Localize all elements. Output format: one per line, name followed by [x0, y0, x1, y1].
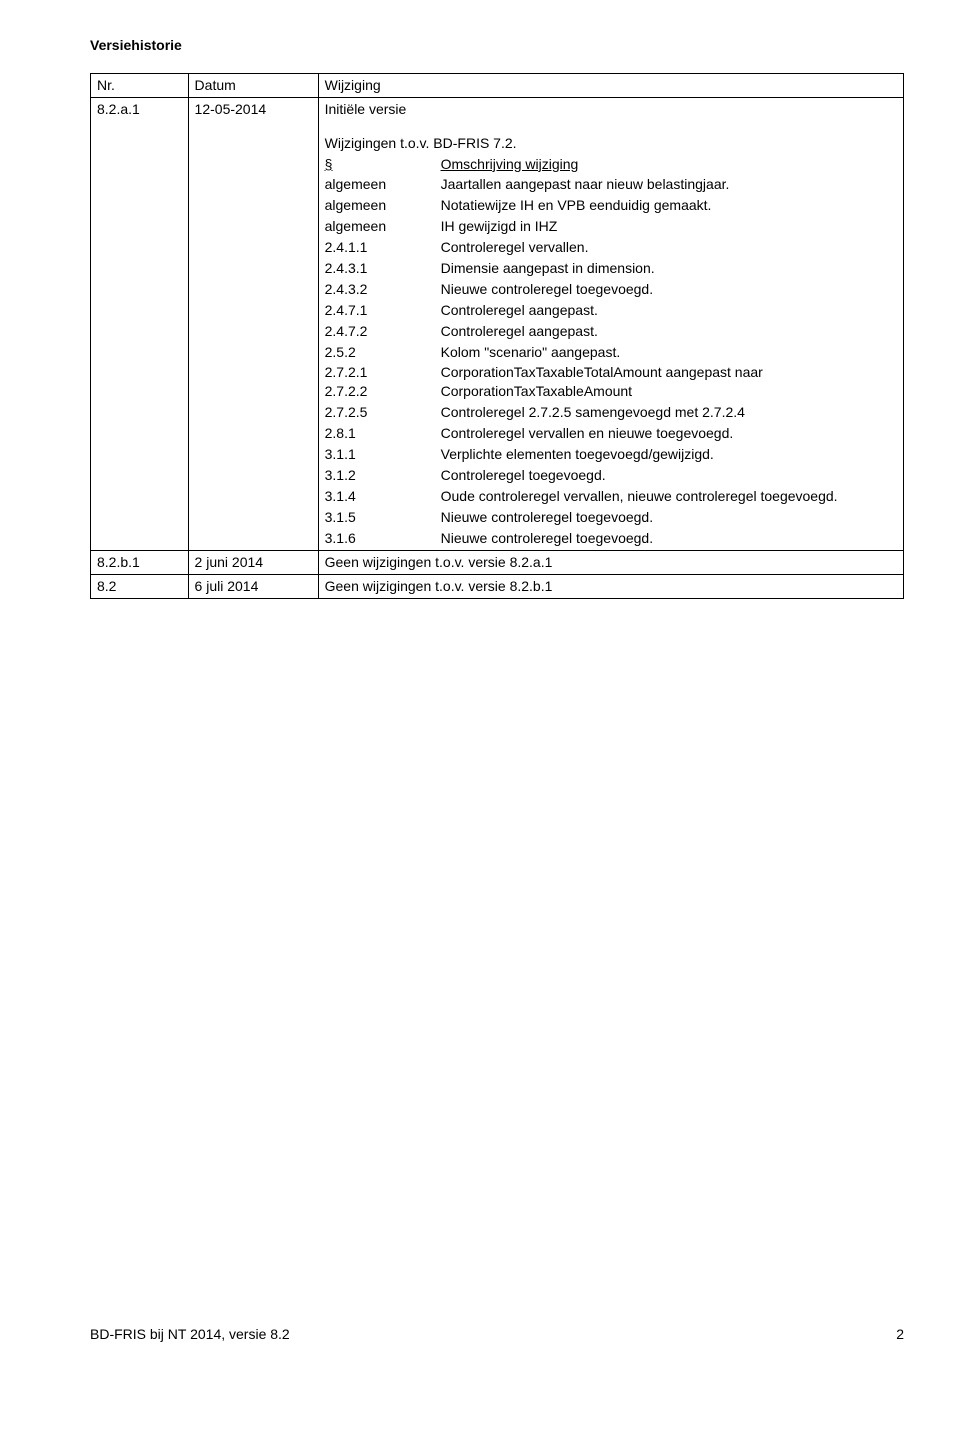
- details-key: 3.1.6: [325, 528, 441, 549]
- cell-datum: 6 juli 2014: [188, 575, 318, 599]
- cell-nr: 8.2.a.1: [91, 97, 189, 551]
- details-row: 2.4.3.2Nieuwe controleregel toegevoegd.: [325, 279, 897, 300]
- details-val: Oude controleregel vervallen, nieuwe con…: [441, 486, 897, 507]
- details-val: Nieuwe controleregel toegevoegd.: [441, 279, 897, 300]
- details-key: algemeen: [325, 174, 441, 195]
- column-header-datum: Datum: [188, 73, 318, 97]
- footer-page-number: 2: [896, 1325, 904, 1344]
- details-row: 2.7.2.5Controleregel 2.7.2.5 samengevoeg…: [325, 402, 897, 423]
- column-header-nr: Nr.: [91, 73, 189, 97]
- details-header-row: §Omschrijving wijziging: [325, 154, 897, 175]
- details-row: algemeenNotatiewijze IH en VPB eenduidig…: [325, 195, 897, 216]
- details-val: Notatiewijze IH en VPB eenduidig gemaakt…: [441, 195, 897, 216]
- details-val: Jaartallen aangepast naar nieuw belastin…: [441, 174, 897, 195]
- details-row: 3.1.1Verplichte elementen toegevoegd/gew…: [325, 444, 897, 465]
- details-val: IH gewijzigd in IHZ: [441, 216, 897, 237]
- details-row: 2.4.3.1Dimensie aangepast in dimension.: [325, 258, 897, 279]
- details-val: Controleregel toegevoegd.: [441, 465, 897, 486]
- footer-left-text: BD-FRIS bij NT 2014, versie 8.2: [90, 1326, 290, 1342]
- details-val: Nieuwe controleregel toegevoegd.: [441, 507, 897, 528]
- details-table: algemeenJaartallen aangepast naar nieuw …: [325, 174, 897, 548]
- details-key: 2.4.1.1: [325, 237, 441, 258]
- details-row: 2.8.1Controleregel vervallen en nieuwe t…: [325, 423, 897, 444]
- details-row: algemeenIH gewijzigd in IHZ: [325, 216, 897, 237]
- details-key: 3.1.5: [325, 507, 441, 528]
- cell-wijziging: Initiële versie Wijzigingen t.o.v. BD-FRI…: [318, 97, 903, 551]
- details-key: 3.1.2: [325, 465, 441, 486]
- cell-nr: 8.2.b.1: [91, 551, 189, 575]
- table-header-row: Nr. Datum Wijziging: [91, 73, 904, 97]
- wijziging-subtitle: Wijzigingen t.o.v. BD-FRIS 7.2.: [325, 133, 897, 154]
- details-row: 3.1.5Nieuwe controleregel toegevoegd.: [325, 507, 897, 528]
- details-row: 3.1.2Controleregel toegevoegd.: [325, 465, 897, 486]
- details-val: Kolom "scenario" aangepast.: [441, 342, 897, 363]
- details-key: 2.4.7.2: [325, 321, 441, 342]
- details-key: algemeen: [325, 195, 441, 216]
- table-row: 8.26 juli 2014Geen wijzigingen t.o.v. ve…: [91, 575, 904, 599]
- details-row: 2.4.1.1Controleregel vervallen.: [325, 237, 897, 258]
- details-row: 2.4.7.1Controleregel aangepast.: [325, 300, 897, 321]
- details-val: Controleregel 2.7.2.5 samengevoegd met 2…: [441, 402, 897, 423]
- cell-datum: 12-05-2014: [188, 97, 318, 551]
- details-key: 2.5.2: [325, 342, 441, 363]
- details-val: Controleregel vervallen.: [441, 237, 897, 258]
- details-row: algemeenJaartallen aangepast naar nieuw …: [325, 174, 897, 195]
- details-key: 3.1.1: [325, 444, 441, 465]
- details-key: algemeen: [325, 216, 441, 237]
- details-val: Controleregel aangepast.: [441, 321, 897, 342]
- cell-wijziging: Geen wijzigingen t.o.v. versie 8.2.a.1: [318, 551, 903, 575]
- details-row: 2.7.2.1 2.7.2.2CorporationTaxTaxableTota…: [325, 362, 897, 402]
- details-row: 3.1.4Oude controleregel vervallen, nieuw…: [325, 486, 897, 507]
- details-val: Controleregel aangepast.: [441, 300, 897, 321]
- cell-datum: 2 juni 2014: [188, 551, 318, 575]
- details-row: 3.1.6Nieuwe controleregel toegevoegd.: [325, 528, 897, 549]
- details-val: Nieuwe controleregel toegevoegd.: [441, 528, 897, 549]
- table-row: 8.2.a.112-05-2014 Initiële versie Wijzigin…: [91, 97, 904, 551]
- table-row: 8.2.b.12 juni 2014Geen wijzigingen t.o.v…: [91, 551, 904, 575]
- details-row: 2.5.2Kolom "scenario" aangepast.: [325, 342, 897, 363]
- details-key: 2.7.2.1 2.7.2.2: [325, 362, 441, 402]
- details-key: 2.4.7.1: [325, 300, 441, 321]
- details-key: 2.4.3.1: [325, 258, 441, 279]
- version-history-table: Nr. Datum Wijziging 8.2.a.112-05-2014Ini…: [90, 73, 904, 599]
- details-key: 2.7.2.5: [325, 402, 441, 423]
- details-key: 2.4.3.2: [325, 279, 441, 300]
- page-title: Versiehistorie: [90, 36, 904, 55]
- details-header-key: §: [325, 154, 441, 175]
- details-val: Controleregel vervallen en nieuwe toegev…: [441, 423, 897, 444]
- details-val: Dimensie aangepast in dimension.: [441, 258, 897, 279]
- details-header-val: Omschrijving wijziging: [441, 154, 897, 175]
- details-val: Verplichte elementen toegevoegd/gewijzig…: [441, 444, 897, 465]
- cell-nr: 8.2: [91, 575, 189, 599]
- cell-wijziging: Geen wijzigingen t.o.v. versie 8.2.b.1: [318, 575, 903, 599]
- column-header-wijziging: Wijziging: [318, 73, 903, 97]
- wijziging-summary: Initiële versie: [325, 100, 897, 119]
- details-key: 2.8.1: [325, 423, 441, 444]
- page-footer: BD-FRIS bij NT 2014, versie 8.2 2: [90, 1325, 904, 1344]
- details-row: 2.4.7.2Controleregel aangepast.: [325, 321, 897, 342]
- details-val: CorporationTaxTaxableTotalAmount aangepa…: [441, 362, 897, 402]
- details-key: 3.1.4: [325, 486, 441, 507]
